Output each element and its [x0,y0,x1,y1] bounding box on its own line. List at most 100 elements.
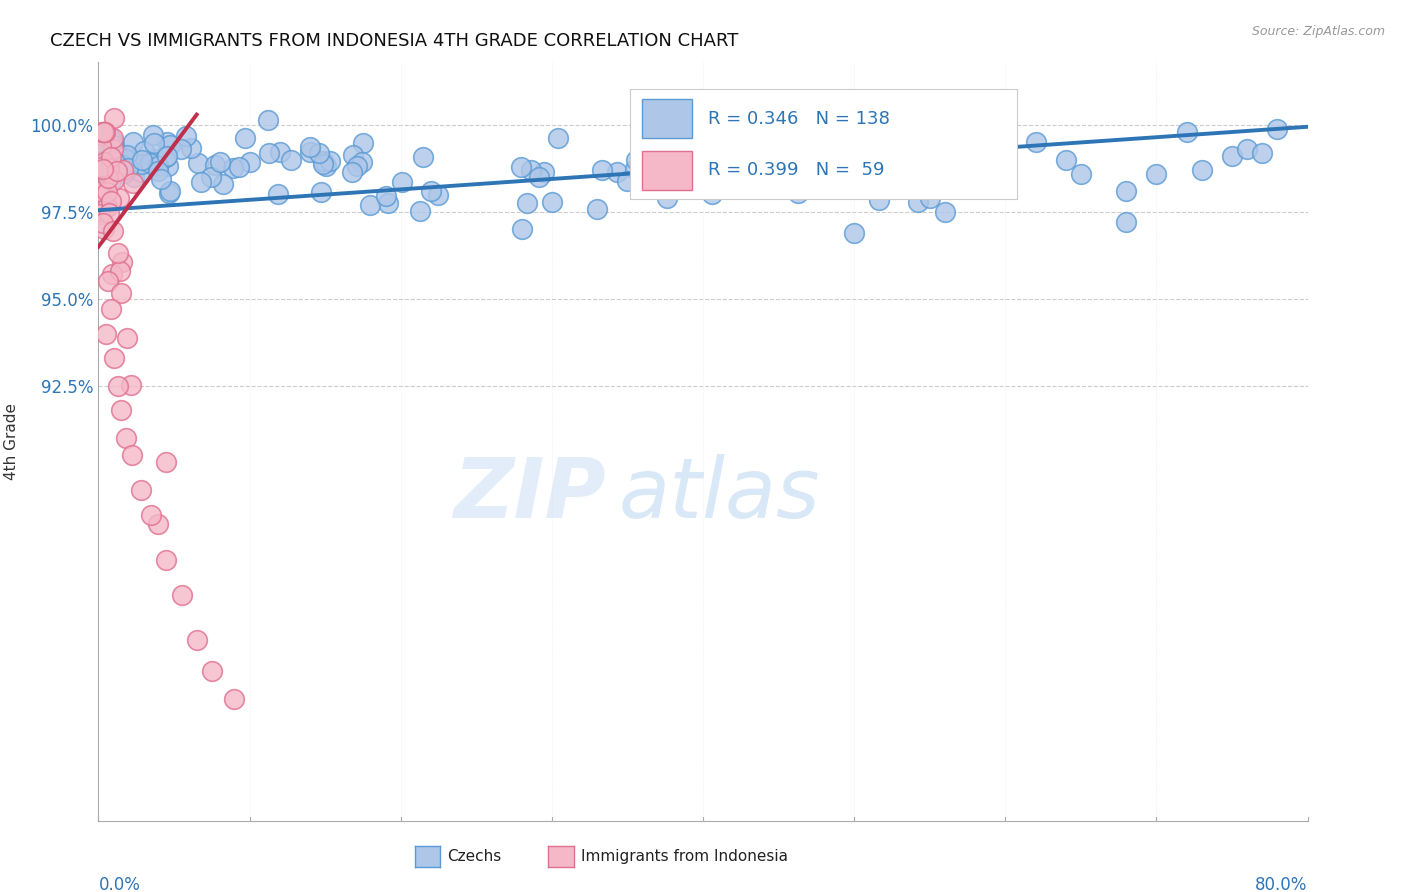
Point [377,195,399,210]
Point [89,158,111,172]
Point [93,148,115,162]
Point [131,156,153,170]
Point [233,131,256,145]
Point [1115,184,1137,198]
Point [169,142,191,156]
Point [1144,167,1167,181]
Point [114,150,136,164]
Point [586,202,609,216]
Point [533,165,555,179]
Point [1054,153,1077,167]
Point [101,131,124,145]
Point [100,302,122,317]
Point [918,191,941,205]
Point [103,111,125,125]
Point [352,136,374,151]
Point [520,163,543,178]
Point [412,150,434,164]
Point [101,137,124,152]
Point [115,331,138,345]
Point [134,145,156,159]
Point [299,140,322,154]
Point [907,195,929,210]
Point [94,169,117,183]
Point [97,171,120,186]
Point [540,194,562,209]
Point [786,186,808,200]
Point [100,150,122,164]
Point [200,169,222,184]
Point [591,163,613,178]
Point [97,161,120,175]
Point [187,155,209,169]
Point [308,146,330,161]
Point [110,285,132,300]
Point [91,163,114,178]
Point [190,175,212,189]
Point [108,191,131,205]
Point [143,152,166,166]
Point [269,145,291,159]
Point [146,517,169,532]
Point [93,154,115,169]
Point [346,159,368,173]
Point [91,125,114,139]
Point [131,153,153,167]
Point [94,164,117,178]
Text: atlas: atlas [619,454,820,535]
Point [768,142,790,156]
Text: ZIP: ZIP [454,454,606,535]
Point [107,245,129,260]
Point [114,431,136,445]
Point [340,165,363,179]
Point [122,136,145,150]
Point [97,205,120,219]
Point [100,145,122,159]
Point [142,128,165,142]
Point [257,145,280,160]
Point [103,136,125,150]
Point [342,148,364,162]
Point [114,156,136,170]
Point [201,664,224,678]
Point [624,161,647,176]
Point [94,125,117,139]
Point [315,160,337,174]
Point [90,139,112,153]
Point [616,174,638,188]
Point [1267,121,1289,136]
Point [844,226,866,240]
Point [122,176,145,190]
Point [527,169,550,184]
Point [110,403,132,417]
Point [117,161,139,175]
Point [311,156,333,170]
Point [510,222,533,236]
Point [727,153,749,168]
Point [204,158,226,172]
Point [186,632,208,647]
Point [723,177,745,191]
Point [112,162,135,177]
Point [148,164,170,178]
Point [90,128,112,143]
Text: Immigrants from Indonesia: Immigrants from Indonesia [581,849,787,863]
Point [239,154,262,169]
Point [873,153,896,168]
Point [1220,149,1243,163]
Point [671,157,693,171]
Text: 80.0%: 80.0% [1256,876,1308,892]
Point [94,326,117,341]
Point [934,205,956,219]
Point [103,351,125,365]
Point [309,185,332,199]
Point [101,142,124,156]
Point [312,153,335,168]
Point [374,188,396,202]
Point [100,267,122,281]
Point [121,449,143,463]
Point [606,165,628,179]
Point [89,207,111,221]
Point [100,194,122,209]
Point [1175,125,1198,139]
